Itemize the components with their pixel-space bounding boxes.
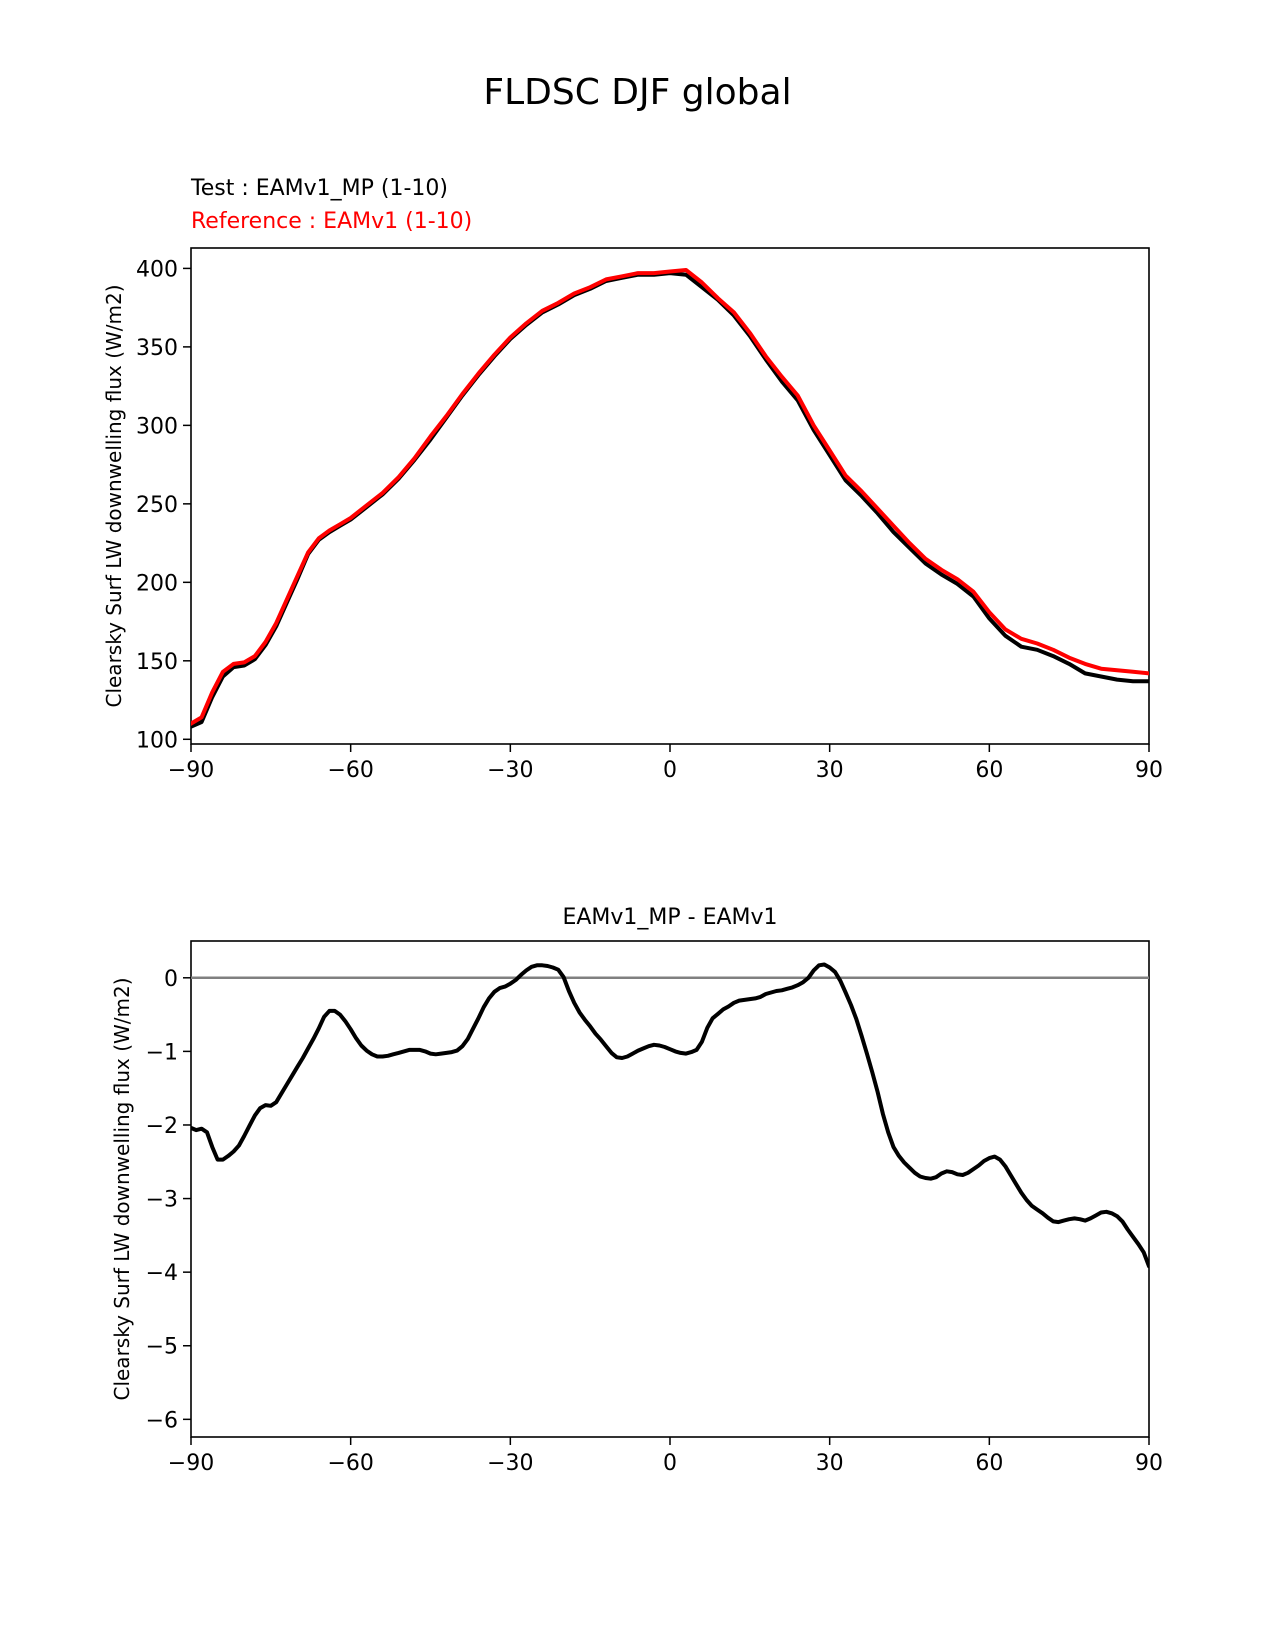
reference-label: Reference : EAMv1 (1-10) [191, 209, 473, 234]
top-y-tick-label: 250 [136, 493, 178, 518]
bottom-x-tick-label: 60 [975, 1451, 1003, 1476]
top-series-line-reference [191, 268, 1149, 726]
top-y-tick-label: 300 [136, 414, 178, 439]
bottom-x-tick-label: 90 [1135, 1451, 1163, 1476]
bottom-x-tick-label: −60 [327, 1451, 373, 1476]
bottom-y-tick-label: −4 [146, 1261, 178, 1286]
bottom-x-tick-label: 30 [816, 1451, 844, 1476]
bottom-x-tick-label: −30 [487, 1451, 533, 1476]
bottom-x-tick-label: 0 [663, 1451, 677, 1476]
bottom-y-tick-label: 0 [164, 967, 178, 992]
top-y-tick-label: 400 [136, 257, 178, 282]
bottom-y-axis-label: Clearsky Surf LW downwelling flux (W/m2) [110, 977, 134, 1400]
bottom-y-tick-label: −1 [146, 1040, 178, 1065]
diff-title: EAMv1_MP - EAMv1 [562, 905, 778, 930]
bottom-y-tick-label: −6 [146, 1408, 178, 1433]
top-x-tick-label: −30 [487, 758, 533, 783]
top-y-axis-label: Clearsky Surf LW downwelling flux (W/m2) [102, 284, 126, 707]
top-x-tick-label: −60 [327, 758, 373, 783]
top-x-tick-label: 90 [1135, 758, 1163, 783]
top-y-tick-label: 200 [136, 571, 178, 596]
bottom-x-tick-label: −90 [168, 1451, 214, 1476]
test-label: Test : EAMv1_MP (1-10) [191, 176, 449, 201]
bottom-series-line-test [191, 962, 1149, 1269]
top-y-tick-label: 150 [136, 650, 178, 675]
top-x-tick-label: 60 [975, 758, 1003, 783]
top-x-tick-label: 30 [816, 758, 844, 783]
bottom-axes-frame [190, 940, 1150, 1438]
top-y-tick-label: 100 [136, 728, 178, 753]
bottom-y-tick-label: −2 [146, 1114, 178, 1139]
top-x-tick-label: −90 [168, 758, 214, 783]
top-x-tick-label: 0 [663, 758, 677, 783]
top-y-tick-label: 350 [136, 336, 178, 361]
bottom-y-tick-label: −3 [146, 1188, 178, 1213]
bottom-y-tick-label: −5 [146, 1335, 178, 1360]
figure-title: FLDSC DJF global [483, 72, 792, 113]
